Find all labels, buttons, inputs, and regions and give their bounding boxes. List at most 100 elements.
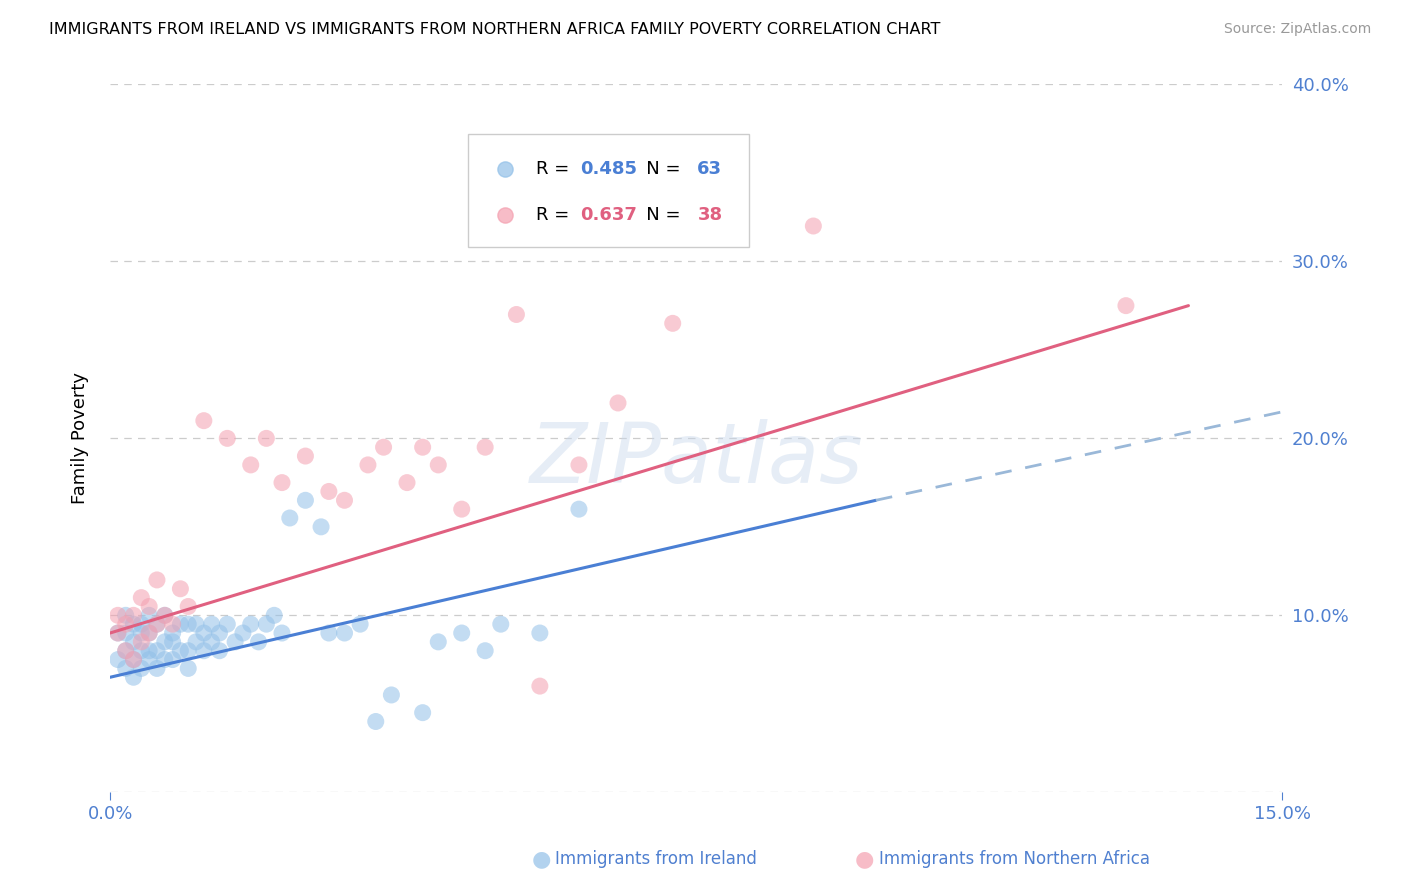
Point: [162, 652, 184, 666]
Point: [373, 440, 395, 454]
Point: [153, 635, 176, 649]
Point: [193, 644, 215, 658]
Point: [412, 440, 434, 454]
Point: [278, 511, 301, 525]
Point: [801, 219, 824, 233]
Point: [184, 617, 207, 632]
Point: [131, 591, 153, 605]
Point: [193, 414, 215, 428]
Point: [489, 617, 512, 632]
Point: [114, 608, 136, 623]
Text: 0.637: 0.637: [581, 206, 637, 225]
Point: [208, 626, 231, 640]
Point: [162, 635, 184, 649]
Text: ●: ●: [855, 849, 875, 869]
Point: [239, 458, 262, 472]
Point: [294, 449, 316, 463]
Point: [162, 626, 184, 640]
Point: [224, 635, 246, 649]
Text: 38: 38: [697, 206, 723, 225]
Point: [474, 644, 496, 658]
Point: [529, 626, 551, 640]
Point: [146, 617, 169, 632]
Point: [169, 617, 191, 632]
Point: [122, 670, 145, 684]
Point: [107, 608, 129, 623]
Point: [184, 635, 207, 649]
Point: [380, 688, 402, 702]
Point: [107, 626, 129, 640]
Point: [122, 635, 145, 649]
Point: [661, 316, 683, 330]
Point: [412, 706, 434, 720]
Text: ZIPatlas: ZIPatlas: [529, 419, 863, 500]
Point: [450, 626, 472, 640]
Point: [146, 644, 169, 658]
Point: [427, 458, 450, 472]
Text: Source: ZipAtlas.com: Source: ZipAtlas.com: [1223, 22, 1371, 37]
Point: [138, 626, 160, 640]
Point: [177, 617, 200, 632]
Point: [505, 308, 527, 322]
Point: [349, 617, 371, 632]
Point: [153, 608, 176, 623]
Point: [271, 475, 294, 490]
Point: [450, 502, 472, 516]
Point: [146, 661, 169, 675]
Point: [239, 617, 262, 632]
Point: [232, 626, 254, 640]
Point: [333, 626, 356, 640]
Point: [263, 608, 285, 623]
Point: [177, 661, 200, 675]
Point: [114, 644, 136, 658]
Point: [114, 617, 136, 632]
Point: [131, 617, 153, 632]
Point: [294, 493, 316, 508]
Point: [138, 608, 160, 623]
Point: [138, 599, 160, 614]
Point: [177, 644, 200, 658]
Point: [607, 396, 630, 410]
Text: 63: 63: [697, 160, 723, 178]
Point: [177, 599, 200, 614]
Text: Immigrants from Ireland: Immigrants from Ireland: [555, 850, 758, 868]
Text: Immigrants from Northern Africa: Immigrants from Northern Africa: [879, 850, 1150, 868]
Point: [162, 617, 184, 632]
Point: [568, 502, 591, 516]
Point: [138, 644, 160, 658]
Point: [474, 440, 496, 454]
Point: [529, 679, 551, 693]
Point: [169, 582, 191, 596]
Point: [201, 617, 224, 632]
Point: [122, 617, 145, 632]
Point: [131, 661, 153, 675]
Point: [271, 626, 294, 640]
Text: N =: N =: [630, 160, 686, 178]
Point: [254, 617, 277, 632]
Point: [193, 626, 215, 640]
Point: [138, 626, 160, 640]
Y-axis label: Family Poverty: Family Poverty: [72, 372, 89, 504]
Point: [146, 617, 169, 632]
Text: N =: N =: [630, 206, 686, 225]
Point: [107, 626, 129, 640]
Text: R =: R =: [536, 206, 575, 225]
Point: [138, 652, 160, 666]
Point: [114, 644, 136, 658]
Text: IMMIGRANTS FROM IRELAND VS IMMIGRANTS FROM NORTHERN AFRICA FAMILY POVERTY CORREL: IMMIGRANTS FROM IRELAND VS IMMIGRANTS FR…: [49, 22, 941, 37]
Point: [309, 520, 332, 534]
Point: [318, 626, 340, 640]
Point: [201, 635, 224, 649]
Point: [131, 635, 153, 649]
Text: R =: R =: [536, 160, 575, 178]
Point: [153, 608, 176, 623]
Point: [122, 652, 145, 666]
Point: [169, 644, 191, 658]
Point: [122, 608, 145, 623]
Point: [114, 661, 136, 675]
Point: [122, 652, 145, 666]
Point: [254, 431, 277, 445]
FancyBboxPatch shape: [468, 134, 749, 247]
Point: [247, 635, 270, 649]
Point: [427, 635, 450, 649]
